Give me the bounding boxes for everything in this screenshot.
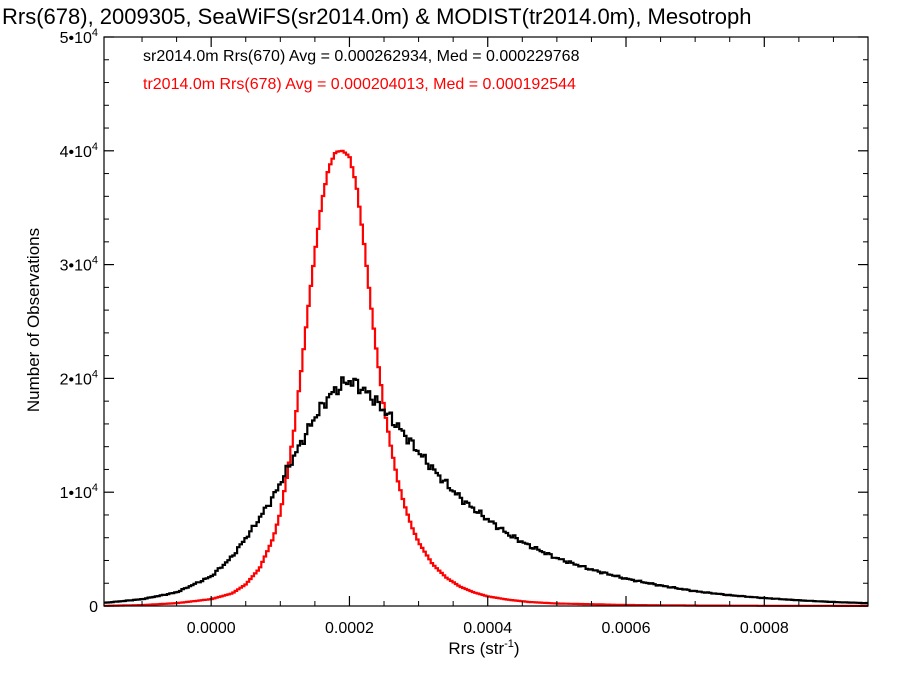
y-tick-label: 3•104	[60, 255, 98, 275]
x-axis-label: Rrs (str-1)	[448, 638, 519, 658]
x-tick-label: 0.0002	[325, 620, 374, 637]
x-axis-label-main: Rrs (str	[448, 639, 504, 658]
y-tick-label-base: 2•10	[60, 371, 92, 388]
x-tick-label: 0.0000	[187, 620, 236, 637]
x-axis: 0.0000 0.0002 0.0004 0.0006 0.0008	[141, 37, 834, 637]
y-tick-label-exponent: 4	[92, 482, 98, 494]
y-tick-label-exponent: 4	[92, 141, 98, 153]
y-tick-label-base: 1•10	[60, 485, 92, 502]
legend-entry-tr2014: tr2014.0m Rrs(678) Avg = 0.000204013, Me…	[143, 76, 576, 93]
y-tick-label-base: 3•10	[60, 258, 92, 275]
series-sr2014-histogram	[104, 376, 868, 605]
y-axis-label: Number of Observations	[24, 228, 43, 412]
y-tick-label-exponent: 4	[92, 368, 98, 380]
y-tick-label-base: 5•10	[60, 30, 92, 47]
y-tick-label: 0	[89, 599, 98, 616]
x-axis-label-close: )	[514, 639, 520, 658]
y-tick-label-exponent: 4	[92, 255, 98, 267]
y-tick-label: 1•104	[60, 482, 98, 502]
series-group	[104, 149, 868, 607]
x-tick-label: 0.0006	[602, 620, 651, 637]
chart-title: Rrs(678), 2009305, SeaWiFS(sr2014.0m) & …	[0, 0, 900, 34]
y-tick-label: 5•104	[60, 27, 98, 47]
legend: sr2014.0m Rrs(670) Avg = 0.000262934, Me…	[143, 48, 580, 93]
series-tr2014-histogram	[104, 149, 868, 607]
x-axis-label-superscript: -1	[504, 638, 514, 650]
y-tick-label: 4•104	[60, 141, 98, 161]
x-tick-label: 0.0004	[463, 620, 512, 637]
y-tick-label-base: 4•10	[60, 144, 92, 161]
plot-frame	[103, 36, 869, 607]
chart-title-text: Rrs(678), 2009305, SeaWiFS(sr2014.0m) & …	[2, 4, 752, 29]
legend-entry-sr2014: sr2014.0m Rrs(670) Avg = 0.000262934, Me…	[143, 48, 580, 65]
y-tick-label: 2•104	[60, 368, 98, 388]
y-tick-label-exponent: 4	[92, 27, 98, 39]
x-tick-label: 0.0008	[740, 620, 789, 637]
